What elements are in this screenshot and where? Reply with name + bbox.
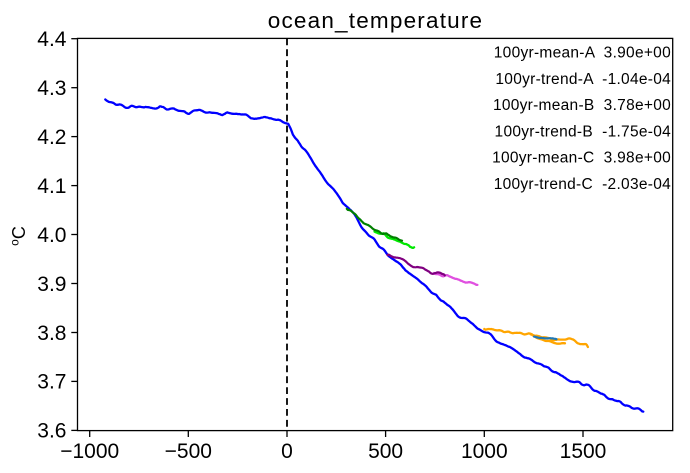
svg-text:500: 500 (368, 440, 403, 463)
svg-text:3.8: 3.8 (37, 322, 66, 345)
svg-text:4.2: 4.2 (37, 126, 66, 149)
svg-text:100yr-trend-C -2.03e-04: 100yr-trend-C -2.03e-04 (494, 176, 671, 193)
svg-text:−500: −500 (165, 440, 212, 463)
svg-text:1500: 1500 (560, 440, 607, 463)
svg-text:100yr-trend-B -1.75e-04: 100yr-trend-B -1.75e-04 (495, 123, 672, 140)
svg-text:100yr-trend-A -1.04e-04: 100yr-trend-A -1.04e-04 (495, 71, 671, 88)
svg-text:3.9: 3.9 (37, 273, 66, 296)
svg-text:4.4: 4.4 (37, 28, 67, 51)
svg-text:100yr-mean-B 3.78e+00: 100yr-mean-B 3.78e+00 (493, 97, 671, 114)
svg-text:−1000: −1000 (60, 440, 119, 463)
svg-text:1000: 1000 (461, 440, 508, 463)
svg-text:4.0: 4.0 (37, 224, 66, 247)
svg-text:100yr-mean-A 3.90e+00: 100yr-mean-A 3.90e+00 (494, 45, 671, 62)
svg-text:ocean_temperature: ocean_temperature (268, 8, 484, 33)
svg-text:4.3: 4.3 (37, 77, 66, 100)
svg-text:100yr-mean-C 3.98e+00: 100yr-mean-C 3.98e+00 (492, 150, 671, 167)
svg-text:0: 0 (281, 440, 293, 463)
svg-text:4.1: 4.1 (37, 175, 66, 198)
svg-text:3.7: 3.7 (37, 371, 66, 394)
svg-text:oC: oC (8, 226, 30, 246)
svg-text:3.6: 3.6 (37, 420, 66, 443)
